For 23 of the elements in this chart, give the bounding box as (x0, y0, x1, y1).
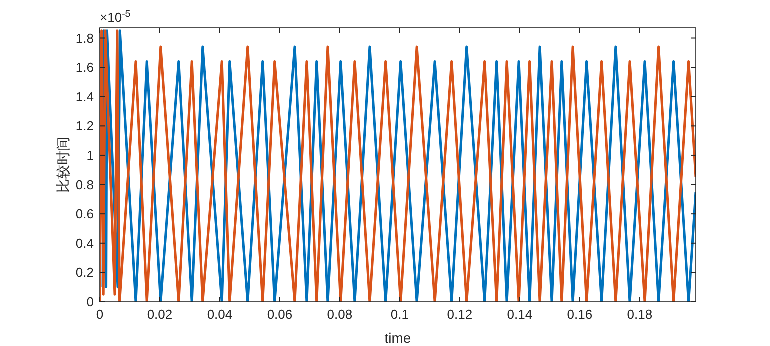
y-tick-label: 0.2 (76, 265, 94, 280)
x-tick-label: 0.08 (327, 307, 353, 322)
x-tick-label: 0.18 (627, 307, 653, 322)
y-tick-label: 1.8 (76, 30, 94, 46)
x-tick-label: 0.02 (147, 307, 173, 322)
x-tick-label: 0.04 (207, 307, 233, 322)
x-tick-label: 0.14 (507, 307, 533, 322)
y-tick-label: 1.4 (76, 89, 94, 104)
x-tick-label: 0.06 (267, 307, 293, 322)
x-tick-label: 0.1 (390, 307, 409, 322)
y-tick-label: 0.6 (76, 206, 94, 222)
y-axis-title: 比较时间 (55, 137, 71, 193)
y-tick-label: 0 (86, 294, 94, 310)
x-tick-label: 0.12 (447, 307, 473, 322)
y-tick-label: 1.6 (76, 60, 94, 76)
y-tick-label: 0.4 (76, 236, 94, 251)
x-tick-label: 0.16 (567, 307, 593, 322)
text: ×10$^{-5}$ (100, 8, 132, 25)
x-tick-label: 0 (96, 307, 104, 322)
x-axis-title: time (384, 330, 412, 346)
y-tick-label: 1 (86, 148, 94, 163)
y-tick-label: 0.8 (76, 177, 94, 192)
y-tick-label: 1.2 (76, 118, 94, 134)
